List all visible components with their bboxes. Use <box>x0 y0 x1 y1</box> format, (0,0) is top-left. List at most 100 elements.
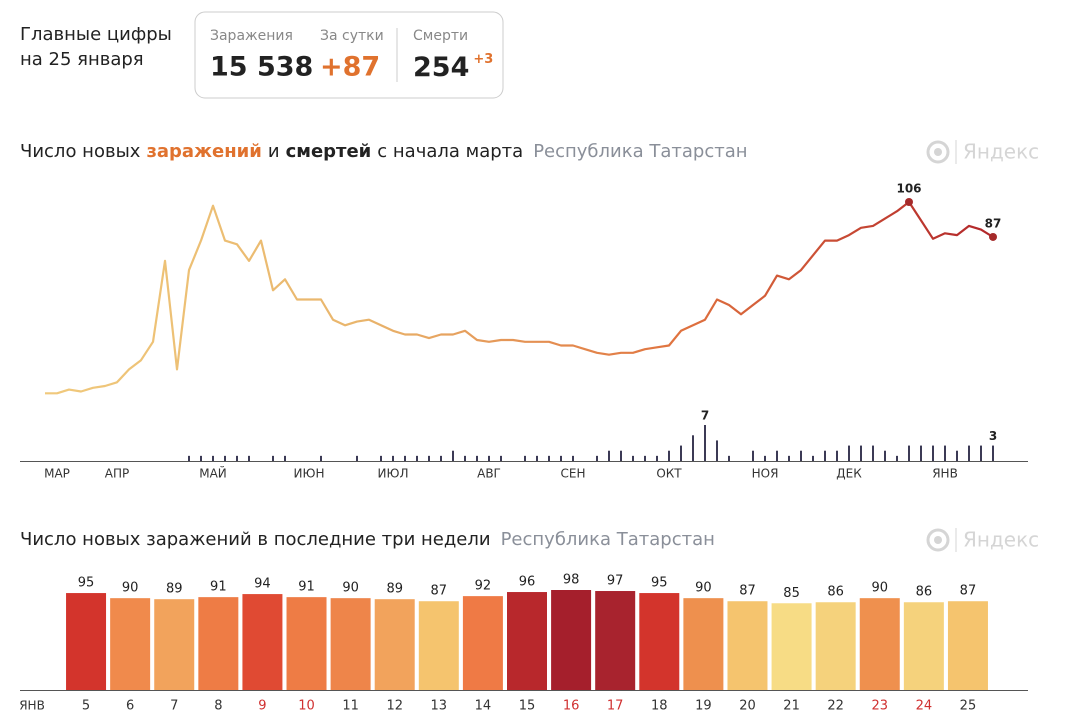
deaths-bar <box>272 455 274 461</box>
annotation: 3 <box>989 429 997 443</box>
month-label: ЯНВ <box>19 699 45 713</box>
deaths-bar <box>452 450 454 461</box>
logo: Яндекс <box>926 140 1039 164</box>
bar <box>859 598 900 690</box>
deaths-bar <box>224 455 226 461</box>
bar <box>154 599 195 690</box>
bar <box>815 602 856 690</box>
logo-icon <box>934 536 942 544</box>
x-tick-label: ИЮЛ <box>378 467 409 481</box>
value-label: 85 <box>783 586 800 601</box>
x-tick-label: ОКТ <box>656 467 682 481</box>
deaths-bar <box>488 455 490 461</box>
value-label: 94 <box>254 577 271 592</box>
subtitle: Республика Татарстан <box>533 141 747 162</box>
value-label: 95 <box>78 576 95 591</box>
deaths-bar <box>596 455 598 461</box>
deaths-bar <box>548 455 550 461</box>
deaths-bar <box>356 455 358 461</box>
deaths-bar <box>860 445 862 461</box>
stat-value: 254 <box>413 52 469 83</box>
x-tick-label: 19 <box>695 699 712 714</box>
x-tick-label: 13 <box>431 699 448 714</box>
x-tick-label: 16 <box>563 699 580 714</box>
logo-icon <box>934 148 942 156</box>
x-tick-label: ДЕК <box>836 467 862 481</box>
stat-label: Заражения <box>210 28 293 44</box>
x-tick-label: 21 <box>783 699 800 714</box>
value-label: 95 <box>651 576 668 591</box>
bar <box>595 591 636 690</box>
deaths-bar <box>464 455 466 461</box>
deaths-bar <box>716 440 718 461</box>
logo-icon <box>926 140 950 164</box>
value-label: 87 <box>431 584 448 599</box>
bar <box>330 598 371 690</box>
x-tick-label: 18 <box>651 699 668 714</box>
x-tick-label: 14 <box>475 699 492 714</box>
stat-value: +87 <box>320 52 380 83</box>
point-marker <box>905 198 913 206</box>
deaths-bar <box>380 455 382 461</box>
x-tick-label: 22 <box>827 699 844 714</box>
value-label: 92 <box>475 579 492 594</box>
deaths-bar <box>704 425 706 461</box>
title-part: с начала марта <box>377 141 523 162</box>
deaths-bar <box>428 455 430 461</box>
x-tick-label: 5 <box>82 699 90 714</box>
deaths-bar <box>188 455 190 461</box>
legend-entry: заражений <box>146 141 261 162</box>
title: Число новых заражений в последние три не… <box>20 529 491 550</box>
value-label: 89 <box>166 582 183 597</box>
logo-text: Яндекс <box>963 528 1039 552</box>
value-label: 89 <box>386 582 403 597</box>
bar <box>418 601 459 690</box>
value-label: 90 <box>342 581 359 596</box>
infections-line <box>45 200 994 395</box>
deaths-bar <box>656 455 658 461</box>
x-tick-label: ЯНВ <box>932 467 958 481</box>
deaths-bar <box>632 455 634 461</box>
deaths-bar <box>896 455 898 461</box>
x-tick-label: 17 <box>607 699 624 714</box>
bar <box>66 593 107 690</box>
deaths-bar <box>848 445 850 461</box>
value-label: 91 <box>210 580 227 595</box>
bar <box>198 597 239 690</box>
value-label: 87 <box>739 584 756 599</box>
stat-label: Смерти <box>413 28 468 44</box>
deaths-bar <box>968 445 970 461</box>
deaths-bar <box>776 450 778 461</box>
bar <box>242 594 283 690</box>
x-tick-label: 12 <box>386 699 403 714</box>
bar <box>374 599 415 690</box>
deaths-bar <box>320 455 322 461</box>
value-label: 91 <box>298 580 315 595</box>
stats-card <box>194 11 504 99</box>
x-tick-label: 20 <box>739 699 756 714</box>
header-title: на 25 января <box>20 49 144 70</box>
value-label: 90 <box>695 581 712 596</box>
bar <box>110 598 151 690</box>
deaths-bar <box>956 450 958 461</box>
stat-delta: +3 <box>473 52 493 67</box>
bar <box>903 602 944 690</box>
x-tick-label: ИЮН <box>294 467 325 481</box>
deaths-bar <box>920 445 922 461</box>
bar <box>727 601 768 690</box>
value-label: 86 <box>916 585 933 600</box>
deaths-bar <box>248 455 250 461</box>
chart-title: Число новых заражений и смертей с начала мар… <box>20 141 748 162</box>
deaths-bar <box>680 445 682 461</box>
bar <box>639 593 680 690</box>
logo-text: Яндекс <box>963 140 1039 164</box>
value-label: 96 <box>519 575 536 590</box>
annotation: 106 <box>896 182 921 196</box>
bar <box>507 592 547 690</box>
annotation: 87 <box>985 216 1002 230</box>
value-label: 90 <box>871 581 888 596</box>
bar <box>286 597 327 690</box>
deaths-bar <box>500 455 502 461</box>
x-tick-label: 11 <box>342 699 359 714</box>
